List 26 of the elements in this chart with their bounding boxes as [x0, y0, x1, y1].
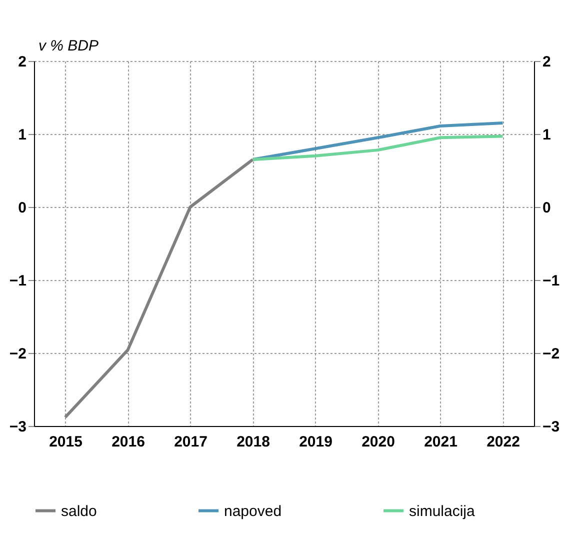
- y2-tick-label: −3: [542, 418, 560, 436]
- legend-label: simulacija: [409, 502, 476, 520]
- y-tick-label: 2: [18, 54, 26, 70]
- line-series: [251, 134, 504, 162]
- x-tick-label: 2019: [299, 434, 332, 450]
- y2-tick-label: −2: [542, 346, 560, 362]
- y-tick-label: −1: [9, 272, 26, 290]
- line-series: [64, 158, 254, 419]
- y-axis-title: v % BDP: [38, 38, 99, 54]
- x-tick-label: 2020: [362, 434, 395, 450]
- y2-tick-label: 1: [542, 126, 551, 144]
- y-tick-label: −3: [9, 418, 26, 436]
- x-tick-label: 2015: [49, 434, 82, 450]
- x-tick-label: 2022: [486, 434, 520, 450]
- y2-tick-label: 2: [542, 54, 551, 70]
- y2-tick-label: 0: [542, 200, 551, 216]
- y-tick-label: 0: [18, 200, 26, 216]
- legend-label: napoved: [224, 502, 282, 520]
- x-tick-label: 2021: [424, 434, 458, 450]
- y2-tick-label: −1: [542, 272, 560, 290]
- x-tick-label: 2017: [174, 434, 208, 450]
- y-tick-label: 1: [18, 126, 26, 144]
- x-tick-label: 2018: [236, 434, 270, 450]
- x-tick-label: 2016: [112, 434, 145, 450]
- y-tick-label: −2: [9, 346, 26, 362]
- legend-label: saldo: [61, 502, 97, 520]
